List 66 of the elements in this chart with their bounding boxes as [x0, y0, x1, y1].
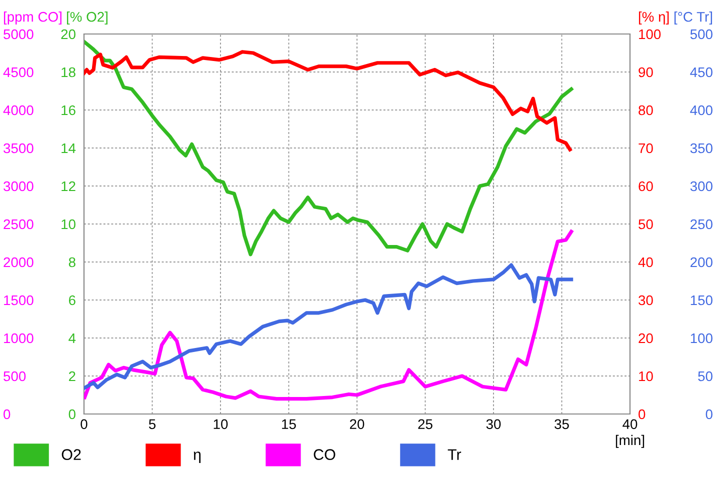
y3-tick-label: 0	[4, 409, 10, 420]
y-tick-label: 400	[690, 105, 712, 116]
y-tick-label: 8	[68, 257, 76, 268]
x-tick-label: 25	[418, 419, 432, 430]
x-axis-title: [min]	[616, 434, 644, 448]
y3-tick-label: 1000	[4, 333, 34, 344]
y-tick-label: 250	[690, 219, 712, 230]
y3-tick-label: 2500	[4, 219, 34, 230]
x-tick-label: 35	[554, 419, 569, 430]
y-tick-label: 100	[690, 333, 712, 344]
x-tick-label: 40	[622, 419, 638, 430]
line-series	[84, 230, 574, 401]
y2-tick-label: 90	[638, 67, 653, 78]
y-tick-label: 450	[690, 67, 712, 78]
y3-tick-label: 4500	[3, 67, 34, 78]
y-tick-label: 200	[690, 257, 712, 268]
y-tick-label: 18	[62, 67, 76, 78]
y-tick-label: 0	[68, 409, 76, 420]
y-tick-label: 150	[690, 295, 712, 306]
y2-tick-label: 30	[638, 295, 653, 306]
y2-tick-label: 50	[638, 219, 653, 230]
y3-tick-label: 3000	[4, 181, 34, 192]
y-tick-label: 16	[62, 105, 76, 116]
y3-tick-label: 5000	[4, 29, 34, 40]
y2-tick-label: 100	[639, 29, 661, 40]
y-tick-label: 10	[62, 219, 76, 230]
x-tick-label: 15	[282, 419, 296, 430]
y-axis-title: [% O2]	[66, 12, 108, 24]
line-series	[84, 40, 574, 256]
y3-axis-title: [ppm CO]	[4, 12, 62, 24]
y3-tick-label: 3500	[4, 143, 34, 154]
y-tick-label: 4	[68, 333, 76, 344]
y2-axis-title: [% η]	[638, 12, 669, 24]
y2-tick-label: 60	[638, 181, 653, 192]
legend-label: O2	[62, 449, 81, 460]
legend-label: CO	[314, 449, 336, 460]
y-tick-label: 12	[62, 181, 76, 192]
y2-tick-label: 80	[638, 105, 653, 116]
line-series	[84, 50, 572, 152]
y-tick-label: 300	[690, 181, 712, 192]
y3-tick-label: 500	[4, 371, 26, 382]
x-tick-label: 0	[80, 419, 88, 430]
y2-tick-label: 20	[638, 333, 653, 344]
y3-tick-label: 2000	[4, 257, 34, 268]
y2-tick-label: 40	[638, 257, 653, 268]
y2-tick-label: 10	[639, 371, 653, 382]
x-tick-label: 20	[350, 419, 364, 430]
y-tick-label: 0	[706, 409, 712, 420]
x-tick-label: 10	[214, 419, 228, 430]
y-axis-title: [°C Tr]	[674, 12, 712, 24]
y3-tick-label: 4000	[3, 105, 34, 116]
y-tick-label: 2	[68, 371, 76, 382]
y-tick-label: 14	[62, 143, 76, 154]
y-tick-label: 500	[690, 29, 712, 40]
y-tick-label: 6	[68, 295, 76, 306]
y-tick-label: 50	[698, 371, 712, 382]
y-tick-label: 20	[61, 29, 76, 40]
line-series	[84, 263, 574, 390]
y3-tick-label: 1500	[4, 295, 34, 306]
legend-label: η	[194, 452, 201, 463]
y2-tick-label: 70	[638, 143, 653, 154]
x-tick-label: 30	[486, 419, 501, 430]
y2-tick-label: 0	[638, 409, 646, 420]
x-tick-label: 5	[148, 419, 156, 430]
legend-label: Tr	[448, 449, 462, 460]
y-tick-label: 350	[690, 143, 712, 154]
